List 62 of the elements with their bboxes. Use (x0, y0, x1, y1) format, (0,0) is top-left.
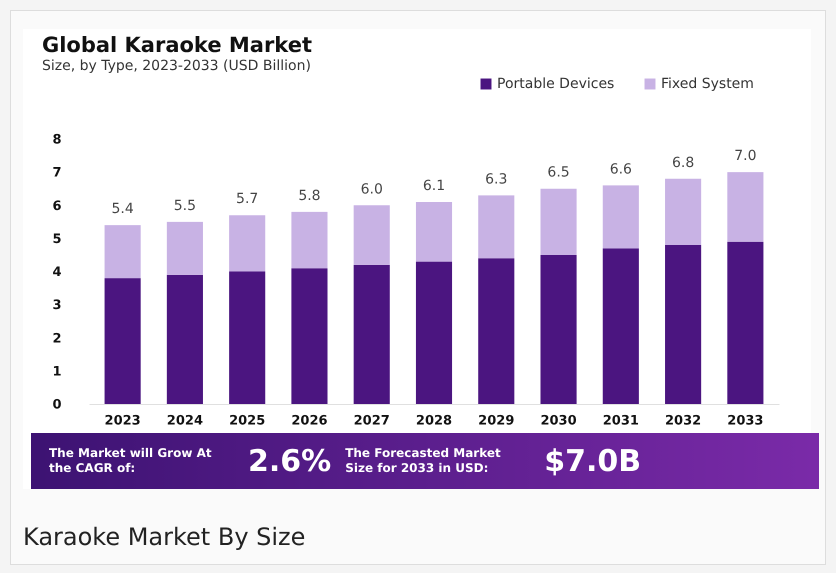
total-label: 6.1 (422, 178, 446, 194)
y-tick-label: 2 (52, 331, 62, 346)
bar (166, 274, 203, 404)
bar (602, 185, 639, 248)
bar (478, 195, 514, 258)
y-tick-label: 3 (52, 298, 62, 314)
bar (291, 268, 328, 404)
bar (727, 242, 764, 404)
total-label: 5.5 (174, 198, 196, 214)
bar (229, 272, 266, 404)
text: The Market will Grow At the CAGR of: (49, 446, 213, 476)
bar (416, 262, 452, 404)
bar (354, 205, 390, 265)
x-tick-label: 2027 (354, 414, 390, 428)
total-label: 5.7 (236, 191, 258, 208)
bar (727, 172, 764, 242)
x-tick-label: 2024 (166, 414, 203, 428)
text: Karaoke Market By Size (23, 523, 306, 551)
y-tick-label: 6 (52, 198, 62, 214)
legend-label: Portable Devices (497, 76, 614, 92)
bar (354, 264, 390, 404)
y-tick-label: 0 (52, 398, 62, 412)
bar (166, 222, 203, 275)
bar (104, 225, 141, 278)
y-tick-label: 8 (52, 132, 62, 148)
y-tick-label: 5 (52, 232, 62, 247)
bar (478, 258, 514, 404)
bar (602, 248, 639, 404)
x-tick-label: 2032 (665, 414, 702, 428)
bar (104, 278, 141, 404)
bar (665, 245, 702, 404)
y-tick-label: 1 (52, 364, 62, 380)
chart-title: Global Karaoke Market (42, 33, 312, 57)
bar (291, 212, 328, 268)
text: $7.0B (544, 444, 642, 478)
total-label: 5.4 (111, 201, 134, 218)
x-tick-label: 2030 (540, 414, 577, 428)
bar (540, 188, 577, 255)
total-label: 7.0 (734, 148, 757, 164)
x-tick-label: 2028 (416, 414, 452, 428)
y-tick-label: 7 (52, 166, 62, 181)
total-label: 6.3 (485, 171, 508, 188)
bar (229, 215, 266, 272)
total-label: 6.8 (672, 154, 694, 171)
x-tick-label: 2023 (104, 414, 141, 428)
chart-subtitle: Size, by Type, 2023-2033 (USD Billion) (42, 58, 311, 74)
text: The Forecasted Market Size for 2033 in USD: (345, 446, 502, 476)
total-label: 6.0 (360, 181, 383, 198)
text: 2.6% (248, 444, 332, 478)
x-tick-label: 2031 (602, 414, 639, 428)
x-tick-label: 2029 (478, 414, 514, 428)
x-tick-label: 2026 (291, 414, 328, 428)
total-label: 5.8 (298, 188, 321, 204)
bar (665, 178, 702, 245)
x-tick-label: 2025 (229, 414, 266, 428)
bar (416, 202, 452, 262)
x-tick-label: 2033 (727, 414, 764, 428)
total-label: 6.6 (610, 161, 632, 178)
y-tick-label: 4 (52, 265, 62, 280)
legend-label: Fixed System (661, 76, 754, 92)
bar (540, 254, 577, 404)
total-label: 6.5 (547, 164, 570, 181)
